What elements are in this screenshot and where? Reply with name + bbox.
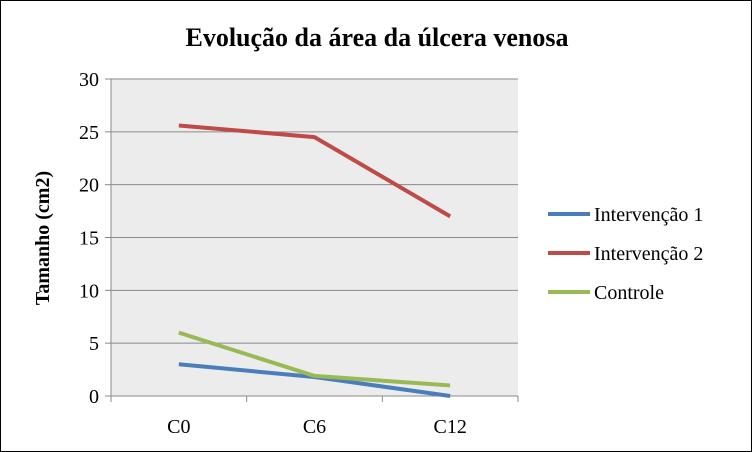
y-tick-label: 15 [79,228,99,250]
y-tick-label: 25 [79,122,99,144]
y-tick-label: 5 [89,333,99,355]
chart-title: Evolução da área da úlcera venosa [185,23,568,52]
y-axis-label: Tamanho (cm2) [32,171,54,305]
y-tick-label: 0 [89,386,99,408]
y-tick-label: 20 [79,175,99,197]
legend-label-2: Intervenção 2 [594,243,703,265]
x-tick-label: C0 [167,416,190,438]
legend-label-3: Controle [594,282,664,304]
legend-label-1: Intervenção 1 [594,204,703,226]
x-tick-label: C12 [433,416,466,438]
y-tick-label: 30 [79,69,99,91]
series-line-2 [178,123,452,219]
plot-area: 0 5 10 15 20 25 30 C0 C6 C12 [79,69,519,438]
series-line-3 [178,330,451,388]
x-tick-label: C6 [303,416,326,438]
legend: Intervenção 1 Intervenção 2 Controle [548,204,703,304]
y-tick-label: 10 [79,280,99,302]
